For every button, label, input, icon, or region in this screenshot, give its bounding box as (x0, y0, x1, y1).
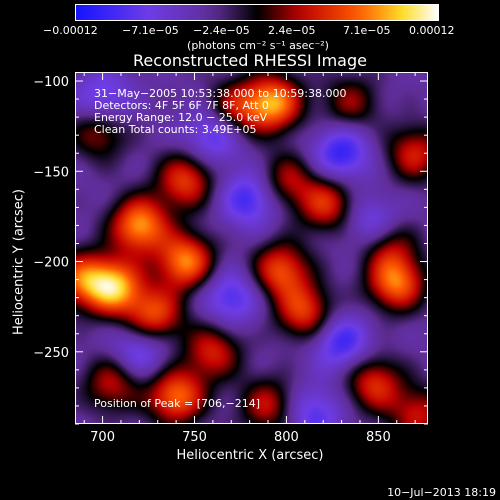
annotation-clean-counts: Clean Total counts: 3.49E+05 (94, 123, 257, 136)
x-tick-label: 800 (274, 430, 299, 445)
y-tick-label: −200 (33, 256, 69, 271)
y-tick-label: −100 (33, 75, 69, 90)
annotation-energy-range: Energy Range: 12.0 − 25.0 keV (94, 111, 268, 124)
colorbar-tick-label: 7.1e−05 (343, 24, 391, 37)
plot-frame (75, 72, 428, 424)
x-axis-label: Heliocentric X (arcsec) (176, 448, 324, 463)
heatmap-image (75, 72, 428, 424)
peak-position-label: Position of Peak = [706,−214] (94, 397, 261, 410)
chart-title: Reconstructed RHESSI Image (133, 51, 367, 70)
annotation-time-range: 31−May−2005 10:53:38.000 to 10:59:38.000 (94, 87, 347, 100)
colorbar-tick-label: −7.1e−05 (122, 24, 179, 37)
colorbar-tick-label: −2.4e−05 (193, 24, 250, 37)
colorbar (75, 4, 439, 21)
x-tick-label: 700 (90, 430, 115, 445)
y-axis-label: Heliocentric Y (arcsec) (11, 189, 27, 335)
footer-timestamp: 10−Jul−2013 18:19 (387, 486, 496, 499)
x-tick-label: 750 (182, 430, 207, 445)
y-tick-label: −150 (33, 165, 69, 180)
colorbar-tick-label: −0.00012 (43, 24, 98, 37)
colorbar-units: (photons cm⁻² s⁻¹ asec⁻²) (187, 39, 329, 52)
annotation-detectors: Detectors: 4F 5F 6F 7F 8F, Att 0 (94, 99, 269, 112)
colorbar-tick-label: 2.4e−05 (268, 24, 316, 37)
y-tick-label: −250 (33, 346, 69, 361)
x-tick-label: 850 (366, 430, 391, 445)
colorbar-tick-label: 0.00012 (409, 24, 455, 37)
